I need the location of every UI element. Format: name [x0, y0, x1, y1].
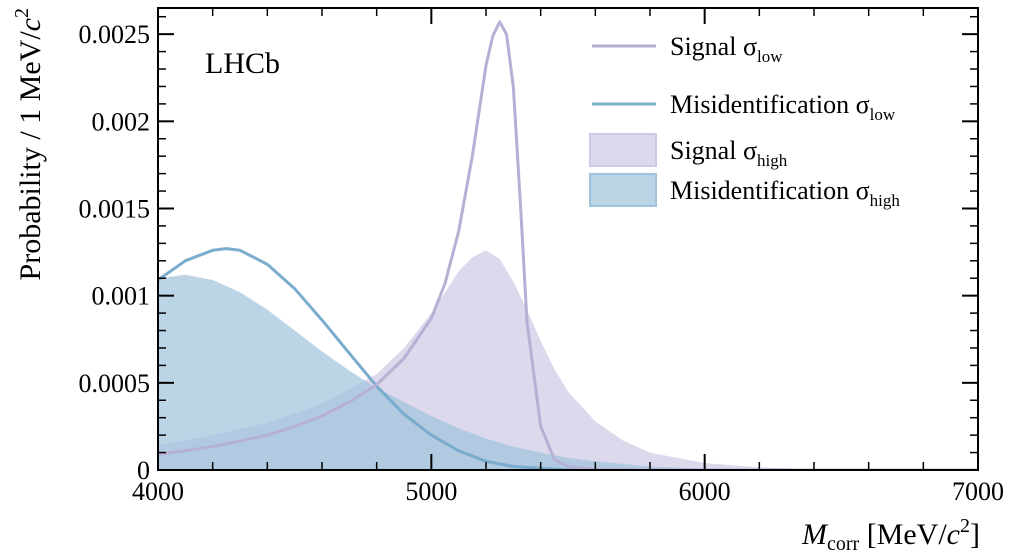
legend-label-signal-high: Signal σhigh: [670, 136, 788, 170]
series-area-misidentification-high: [158, 274, 978, 470]
legend-swatch-misidentification-high: [589, 173, 657, 207]
y-tick-label: 0.0005: [79, 369, 151, 398]
y-tick-label: 0.001: [92, 282, 151, 311]
tick-layer: 4000 5000 6000 7000 0 0.0005 0.001 0.0015 0.002 0…: [79, 8, 1004, 506]
legend-label-signal-low: Signal σlow: [670, 32, 783, 66]
x-axis-title: Mcorr [MeV/c2]: [801, 515, 980, 554]
y-tick-label: 0.0015: [79, 194, 151, 223]
legend-label-misidentification-low: Misidentification σlow: [670, 90, 896, 124]
y-tick-label: 0.0025: [79, 20, 151, 49]
y-axis-title: Probability / 1 MeV/c2: [11, 8, 47, 280]
legend-label-misidentification-high: Misidentification σhigh: [670, 176, 900, 210]
series-line-misidentification-low: [158, 247, 978, 470]
y-tick-label: 0: [137, 456, 150, 485]
lhcb-label: LHCb: [205, 47, 280, 80]
series-line-signal-low: [158, 20, 978, 470]
legend-swatch-signal-high: [589, 133, 657, 167]
x-tick-label: 4000: [132, 477, 184, 506]
legend: Signal σlow Misidentification σlow Signal …: [589, 32, 900, 210]
x-tick-label: 6000: [679, 477, 731, 506]
x-tick-label: 5000: [405, 477, 457, 506]
y-tick-label: 0.002: [92, 107, 151, 136]
series-layer: [158, 20, 978, 470]
plot-frame: [157, 7, 979, 471]
x-tick-label: 7000: [952, 477, 1004, 506]
